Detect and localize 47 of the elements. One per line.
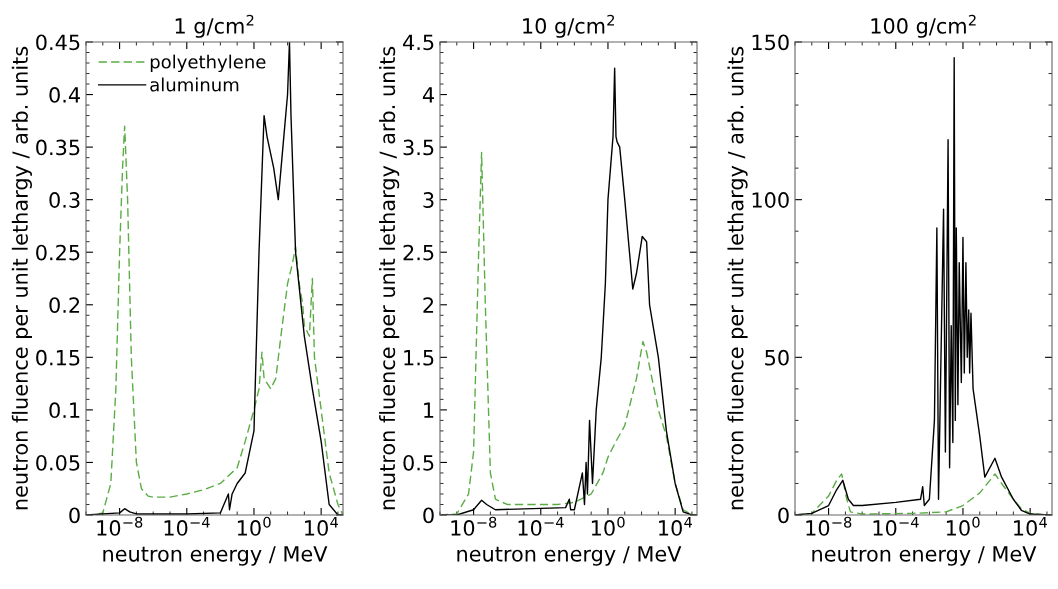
y-tick-label: 0.35	[36, 139, 80, 156]
legend-label: aluminum	[150, 77, 239, 92]
y-tick-label: 2.5	[403, 244, 434, 261]
y-tick-label: 0.05	[36, 454, 80, 471]
x-tick-label: 10$^{4}$	[305, 516, 338, 536]
y-tick-label: 0.45	[36, 34, 80, 51]
y-tick-label: 3	[423, 192, 434, 208]
x-tick-label: 10$^{−4}$	[873, 516, 919, 536]
y-axis-title: neutron fluence per unit lethargy / arb. units	[11, 46, 32, 510]
x-tick-label: 10$^{0}$	[237, 516, 271, 536]
y-axis-title: neutron fluence per unit lethargy / arb. units	[727, 46, 748, 510]
x-tick-label: 10$^{4}$	[659, 516, 692, 536]
y-tick-label: 0	[423, 507, 434, 524]
y-tick-label: 1.5	[404, 350, 434, 366]
y-tick-label: 2	[423, 297, 434, 313]
y-tick-label: 100	[752, 192, 789, 208]
y-tick-label: 0.3	[49, 192, 80, 208]
y-tick-label: 4	[422, 87, 434, 103]
x-tick-label: 10$^{0}$	[591, 516, 625, 536]
x-axis-title: neutron energy / MeV	[812, 546, 1037, 566]
y-tick-label: 50	[765, 349, 789, 366]
x-tick-label: 10$^{−8}$	[806, 516, 852, 536]
x-tick-label: 10$^{−4}$	[518, 516, 564, 536]
legend-label: polyethylene	[150, 54, 266, 73]
y-tick-label: 0.2	[49, 297, 80, 313]
y-tick-label: 1	[424, 402, 434, 418]
y-tick-label: 0	[778, 507, 789, 524]
x-tick-label: 10$^{0}$	[946, 516, 980, 536]
y-tick-label: 0.1	[49, 402, 80, 419]
y-tick-label: 0.15	[36, 349, 80, 366]
y-tick-label: 3.5	[403, 139, 434, 156]
chart-title: 10 g/cm$^{2}$	[523, 14, 615, 38]
y-axis-title: neutron fluence per unit lethargy / arb. units	[379, 46, 400, 510]
chart-title: 100 g/cm$^{2}$	[871, 14, 976, 38]
y-tick-label: 0.4	[49, 87, 80, 103]
y-tick-label: 0.5	[403, 454, 434, 471]
y-tick-label: 0.25	[36, 244, 80, 261]
x-tick-label: 10$^{−8}$	[451, 516, 497, 536]
x-tick-label: 10$^{−8}$	[97, 516, 143, 536]
x-tick-label: 10$^{4}$	[1014, 516, 1047, 536]
y-tick-label: 4.5	[403, 34, 434, 51]
y-tick-label: 0	[69, 507, 80, 524]
x-axis-title: neutron energy / MeV	[457, 546, 682, 566]
x-axis-title: neutron energy / MeV	[103, 546, 328, 566]
chart-title: 1 g/cm$^{2}$	[175, 14, 254, 38]
y-tick-label: 150	[752, 34, 789, 51]
x-tick-label: 10$^{−4}$	[164, 516, 210, 536]
